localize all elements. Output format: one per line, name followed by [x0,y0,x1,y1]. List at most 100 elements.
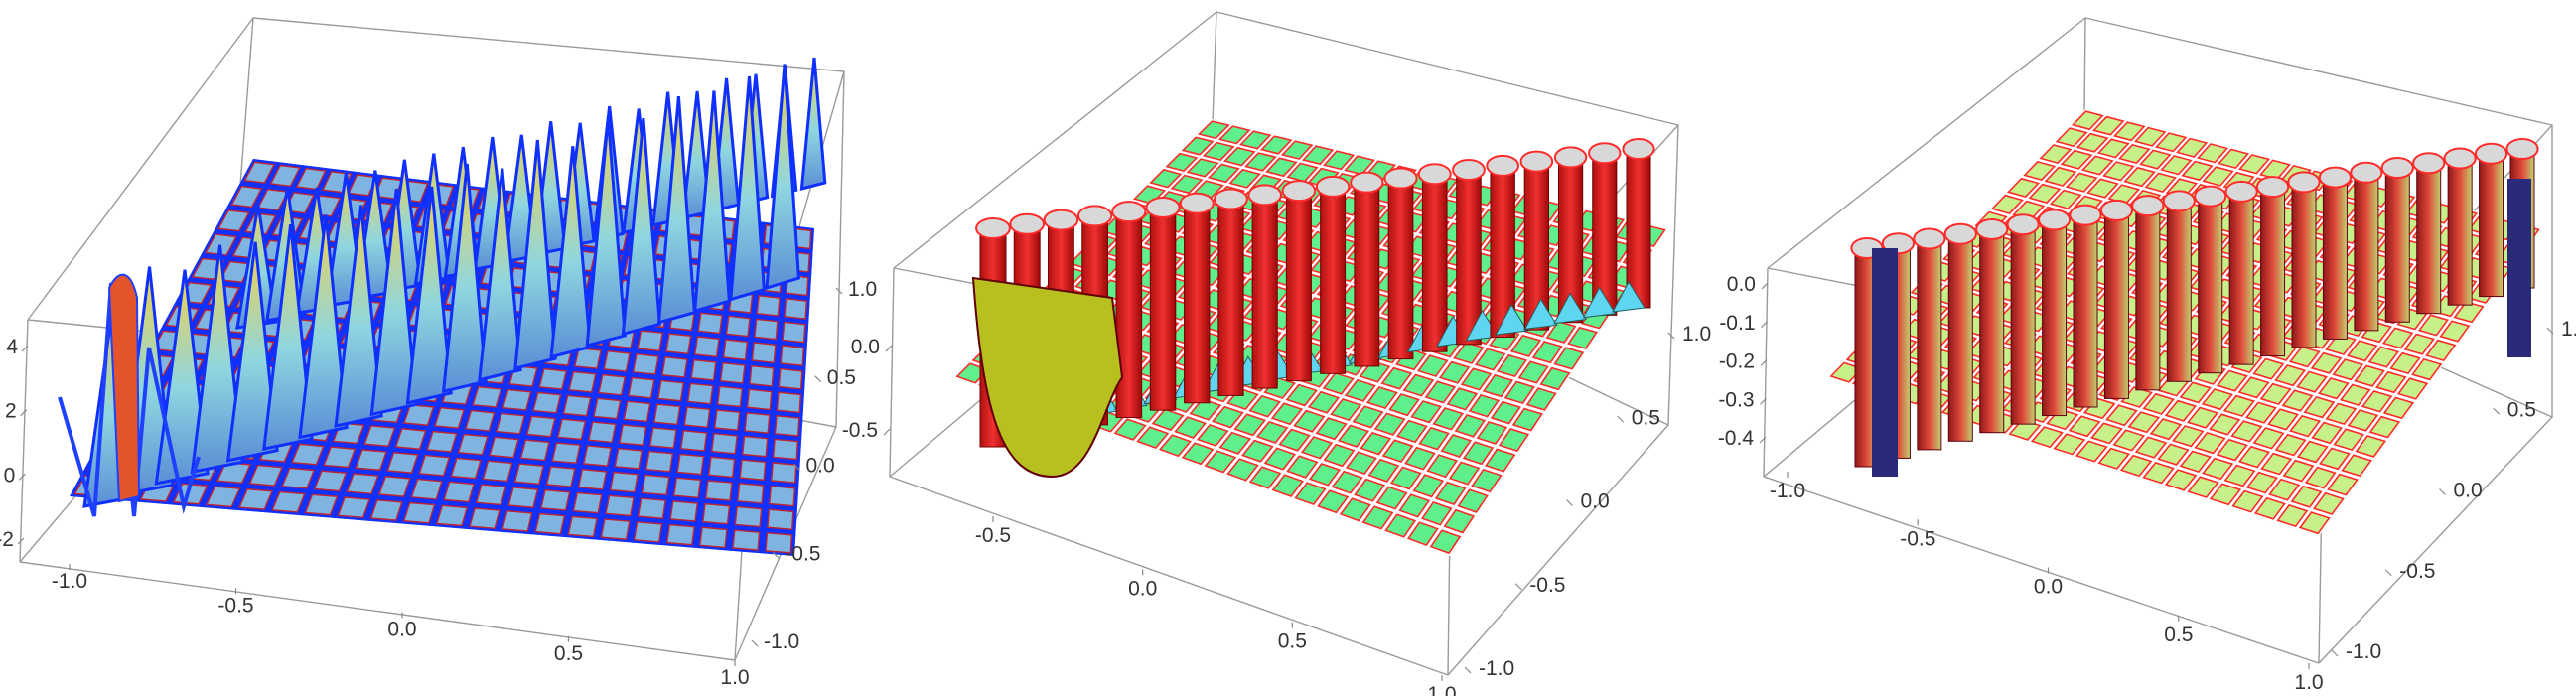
y-axis-tick-mark [1566,499,1573,506]
mesh-cell [457,433,489,456]
mesh-cell [628,376,655,399]
mesh-cell [587,421,617,444]
surface-peak [334,205,383,428]
x-axis-tick-label: 0.0 [1128,577,1157,600]
mesh-cell [697,312,723,335]
mesh-cell [271,490,306,513]
mesh-cell [1361,505,1394,530]
mesh-cell [2216,369,2248,392]
mesh-cell [1517,360,1549,384]
surface-peak [513,139,557,371]
mesh-cell [1158,434,1192,458]
mesh-cell [1990,194,2024,215]
surface-wall [1217,199,1244,396]
z-axis-tick-mark [1761,282,1769,290]
z-axis-tick-mark [1759,436,1767,444]
surface-wall [1115,210,1143,419]
mesh-cell [1207,163,1240,184]
mesh-cell [1509,334,1542,357]
x-axis-tick-label: 0.5 [554,642,583,665]
mesh-cell [495,412,526,435]
mesh-cell [737,483,765,504]
mesh-cell [2230,420,2263,443]
edge-spike [107,273,141,503]
mesh-cell [402,501,436,524]
mesh-cell [770,462,797,484]
mesh-cell [713,409,741,431]
mesh-cell [2260,452,2293,476]
edge-oscillation [58,282,201,517]
axis-labels-3: -1.0 -0.5 0.0 0.5 1.0 -1.0 -0.5 0.0 0.5 1.0 -0.4 -0… [1718,273,2576,694]
z-axis-tick-label: -2 [0,528,14,551]
z-axis-tick-mark [20,409,28,417]
y-axis-tick-label: -1.0 [2346,640,2381,663]
mesh-cell [2139,149,2172,170]
mesh-cell [1485,448,1516,473]
wall-cap [1179,192,1215,214]
surface-wall [2166,200,2192,382]
mesh-cell [776,391,802,414]
y-axis-tick-label: 0.5 [827,366,856,389]
axis-labels-2: -0.5 0.0 0.5 1.0 -1.0 -0.5 0.0 0.5 1.0 -0.5 0.0 [842,323,1711,696]
mesh-cell [2194,431,2226,455]
surface-peak [262,223,314,451]
mesh-cell [469,507,501,530]
surface-wall [1285,190,1312,382]
mesh-cell [1352,405,1384,429]
mesh-cell [2097,447,2131,470]
mesh-cell [1285,383,1318,407]
y-axis-tick-mark [1514,583,1522,591]
mesh-cell [1228,169,1261,189]
mesh-cell [1339,497,1371,522]
wall-cap [2474,142,2508,165]
surface-peak [298,214,349,440]
mesh-cell [600,518,631,540]
mesh-cell [2327,473,2359,496]
mesh-cell [568,370,597,393]
mesh-cell [2347,409,2379,432]
z-axis-tick-mark [17,537,25,545]
mesh-cell [2325,333,2357,355]
mesh-cell [2065,172,2098,193]
mesh-cell [2276,503,2309,528]
mesh-cell [1424,380,1457,404]
mesh-cell [2268,478,2301,501]
z-axis-tick-mark [885,345,893,352]
surface-wall [1947,233,1973,442]
wall-cap [1350,171,1384,194]
mesh-cell [1222,146,1256,167]
mesh-cell [551,442,581,465]
surface-wall [1149,207,1177,411]
mesh-cell [2179,450,2212,474]
mesh-cell [1165,152,1199,172]
mesh-cell [2218,148,2250,170]
mesh-cell [1402,373,1435,397]
mesh-cell [744,412,771,434]
mesh-cell [2282,459,2315,483]
surface-peak [585,117,627,348]
mesh-cell [1453,342,1485,364]
y-axis-tick-label: -1.0 [1479,657,1514,680]
wall-cap [2380,157,2414,180]
chart-panel-2: -0.5 0.0 0.5 1.0 -1.0 -0.5 0.0 0.5 1.0 -0.5 0.0 [842,11,1711,696]
y-axis-tick-mark [2331,649,2339,657]
mesh-cell [2296,370,2328,393]
mesh-cell [637,497,666,519]
surface-wall [2103,209,2129,399]
mesh-cell [702,502,731,525]
surface-wall [1320,186,1347,374]
mesh-cell [1553,347,1585,370]
mesh-cell [637,330,664,352]
mesh-cell [2253,496,2286,520]
mesh-cell [562,394,592,417]
surface-peak [441,163,488,394]
mesh-cell [2080,155,2114,176]
y-axis-tick-label: -0.5 [2399,560,2435,583]
mesh-cell [1503,380,1535,405]
mesh-cell [2361,390,2393,413]
mesh-cell [1248,394,1281,418]
mesh-cell [2318,377,2350,400]
wall-cap [1622,138,1655,160]
mesh-cell [450,457,482,480]
mesh-cell [2134,436,2168,459]
